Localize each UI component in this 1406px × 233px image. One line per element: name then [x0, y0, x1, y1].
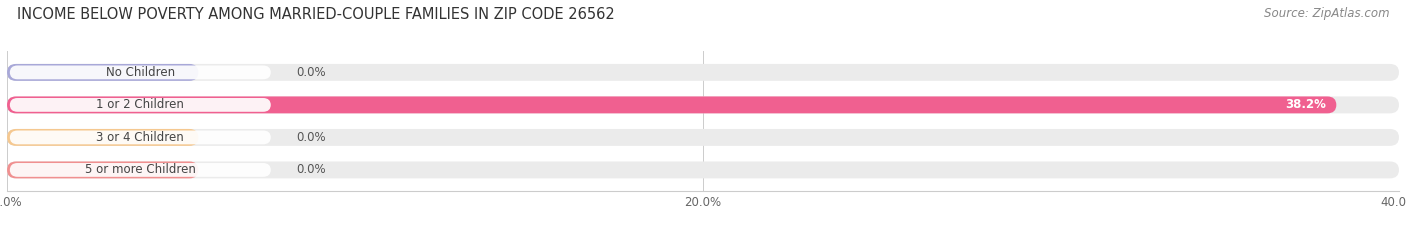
FancyBboxPatch shape [7, 64, 198, 81]
FancyBboxPatch shape [7, 64, 1399, 81]
FancyBboxPatch shape [7, 129, 198, 146]
FancyBboxPatch shape [7, 161, 198, 178]
FancyBboxPatch shape [7, 129, 1399, 146]
Text: 5 or more Children: 5 or more Children [84, 163, 195, 176]
Text: 1 or 2 Children: 1 or 2 Children [97, 98, 184, 111]
Text: 0.0%: 0.0% [295, 131, 325, 144]
Text: 0.0%: 0.0% [295, 163, 325, 176]
Text: 0.0%: 0.0% [295, 66, 325, 79]
FancyBboxPatch shape [10, 163, 271, 177]
Text: INCOME BELOW POVERTY AMONG MARRIED-COUPLE FAMILIES IN ZIP CODE 26562: INCOME BELOW POVERTY AMONG MARRIED-COUPL… [17, 7, 614, 22]
FancyBboxPatch shape [7, 96, 1336, 113]
FancyBboxPatch shape [10, 65, 271, 79]
FancyBboxPatch shape [7, 96, 1399, 113]
Text: 38.2%: 38.2% [1285, 98, 1326, 111]
Text: No Children: No Children [105, 66, 174, 79]
Text: Source: ZipAtlas.com: Source: ZipAtlas.com [1264, 7, 1389, 20]
FancyBboxPatch shape [10, 98, 271, 112]
FancyBboxPatch shape [10, 130, 271, 144]
FancyBboxPatch shape [7, 161, 1399, 178]
Text: 3 or 4 Children: 3 or 4 Children [97, 131, 184, 144]
